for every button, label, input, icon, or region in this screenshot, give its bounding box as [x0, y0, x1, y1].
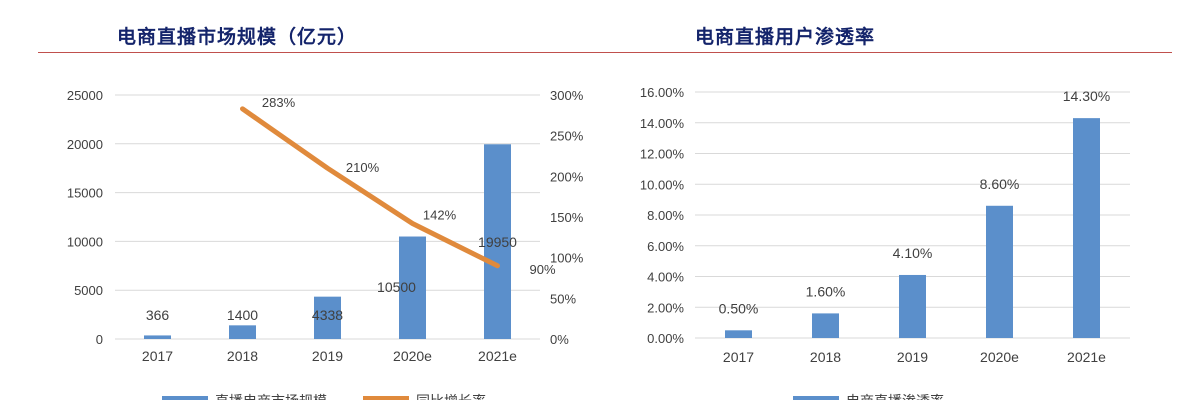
y-tick-label: 2.00%	[647, 300, 684, 315]
y2-tick-label: 150%	[550, 210, 584, 225]
y-tick-label: 14.00%	[640, 116, 685, 131]
y-tick-label: 25000	[67, 88, 103, 103]
legend-label-market-size: 直播电商市场规模	[215, 393, 327, 400]
data-label-penetration: 14.30%	[1063, 88, 1110, 104]
x-tick-label: 2019	[312, 348, 343, 364]
legend-swatch-penetration	[793, 396, 839, 400]
y-tick-label: 8.00%	[647, 208, 684, 223]
bar-market-size	[144, 335, 171, 339]
legend-label-growth-rate: 同比增长率	[416, 393, 486, 400]
y-tick-label: 4.00%	[647, 270, 684, 285]
y-tick-label: 12.00%	[640, 147, 685, 162]
bar-penetration	[1073, 118, 1100, 338]
title-divider	[38, 52, 1172, 53]
growth-rate-line	[240, 106, 500, 269]
bar-market-size	[229, 325, 256, 339]
y2-tick-label: 100%	[550, 251, 584, 266]
x-tick-label: 2021e	[478, 348, 517, 364]
data-label-market-size: 10500	[377, 279, 416, 295]
y-tick-label: 10.00%	[640, 177, 685, 192]
y-tick-label: 0	[96, 332, 103, 347]
y2-tick-label: 300%	[550, 88, 584, 103]
legend-label-penetration: 电商直播渗透率	[846, 393, 944, 400]
y-tick-label: 6.00%	[647, 239, 684, 254]
y-tick-label: 10000	[67, 234, 103, 249]
data-label-penetration: 4.10%	[893, 245, 933, 261]
y-tick-label: 20000	[67, 137, 103, 152]
y2-tick-label: 0%	[550, 332, 569, 347]
legend-swatch-growth-rate	[363, 396, 409, 400]
bar-penetration	[812, 313, 839, 338]
x-tick-label: 2019	[897, 349, 928, 365]
chart-title-market-size: 电商直播市场规模（亿元）	[117, 26, 358, 48]
data-label-penetration: 0.50%	[719, 300, 759, 316]
data-label-growth-rate: 90%	[529, 262, 555, 277]
bar-penetration	[725, 330, 752, 338]
x-tick-label: 2018	[810, 349, 841, 365]
x-tick-label: 2017	[142, 348, 173, 364]
y-tick-label: 0.00%	[647, 331, 684, 346]
chart-title-penetration: 电商直播用户渗透率	[695, 26, 876, 48]
data-label-market-size: 366	[146, 307, 170, 323]
x-tick-label: 2021e	[1067, 349, 1106, 365]
data-label-growth-rate: 142%	[423, 208, 457, 223]
data-label-market-size: 1400	[227, 307, 258, 323]
bar-penetration	[986, 205, 1013, 338]
y-tick-label: 16.00%	[640, 85, 685, 100]
y-tick-label: 15000	[67, 186, 103, 201]
bar-penetration	[899, 274, 926, 338]
data-label-growth-rate: 210%	[346, 160, 380, 175]
x-tick-label: 2020e	[980, 349, 1019, 365]
x-tick-label: 2017	[723, 349, 754, 365]
x-tick-label: 2020e	[393, 348, 432, 364]
data-label-market-size: 4338	[312, 307, 343, 323]
data-label-penetration: 8.60%	[980, 176, 1020, 192]
bar-market-size	[484, 144, 511, 339]
bar-market-size	[399, 236, 426, 339]
y2-tick-label: 50%	[550, 291, 576, 306]
y2-tick-label: 250%	[550, 129, 584, 144]
data-label-market-size: 19950	[478, 234, 517, 250]
legend-swatch-market-size	[162, 396, 208, 400]
y2-tick-label: 200%	[550, 169, 584, 184]
data-label-growth-rate: 283%	[262, 95, 296, 110]
x-tick-label: 2018	[227, 348, 258, 364]
y-tick-label: 5000	[74, 283, 103, 298]
bar-market-size	[314, 296, 341, 339]
data-label-penetration: 1.60%	[806, 283, 846, 299]
